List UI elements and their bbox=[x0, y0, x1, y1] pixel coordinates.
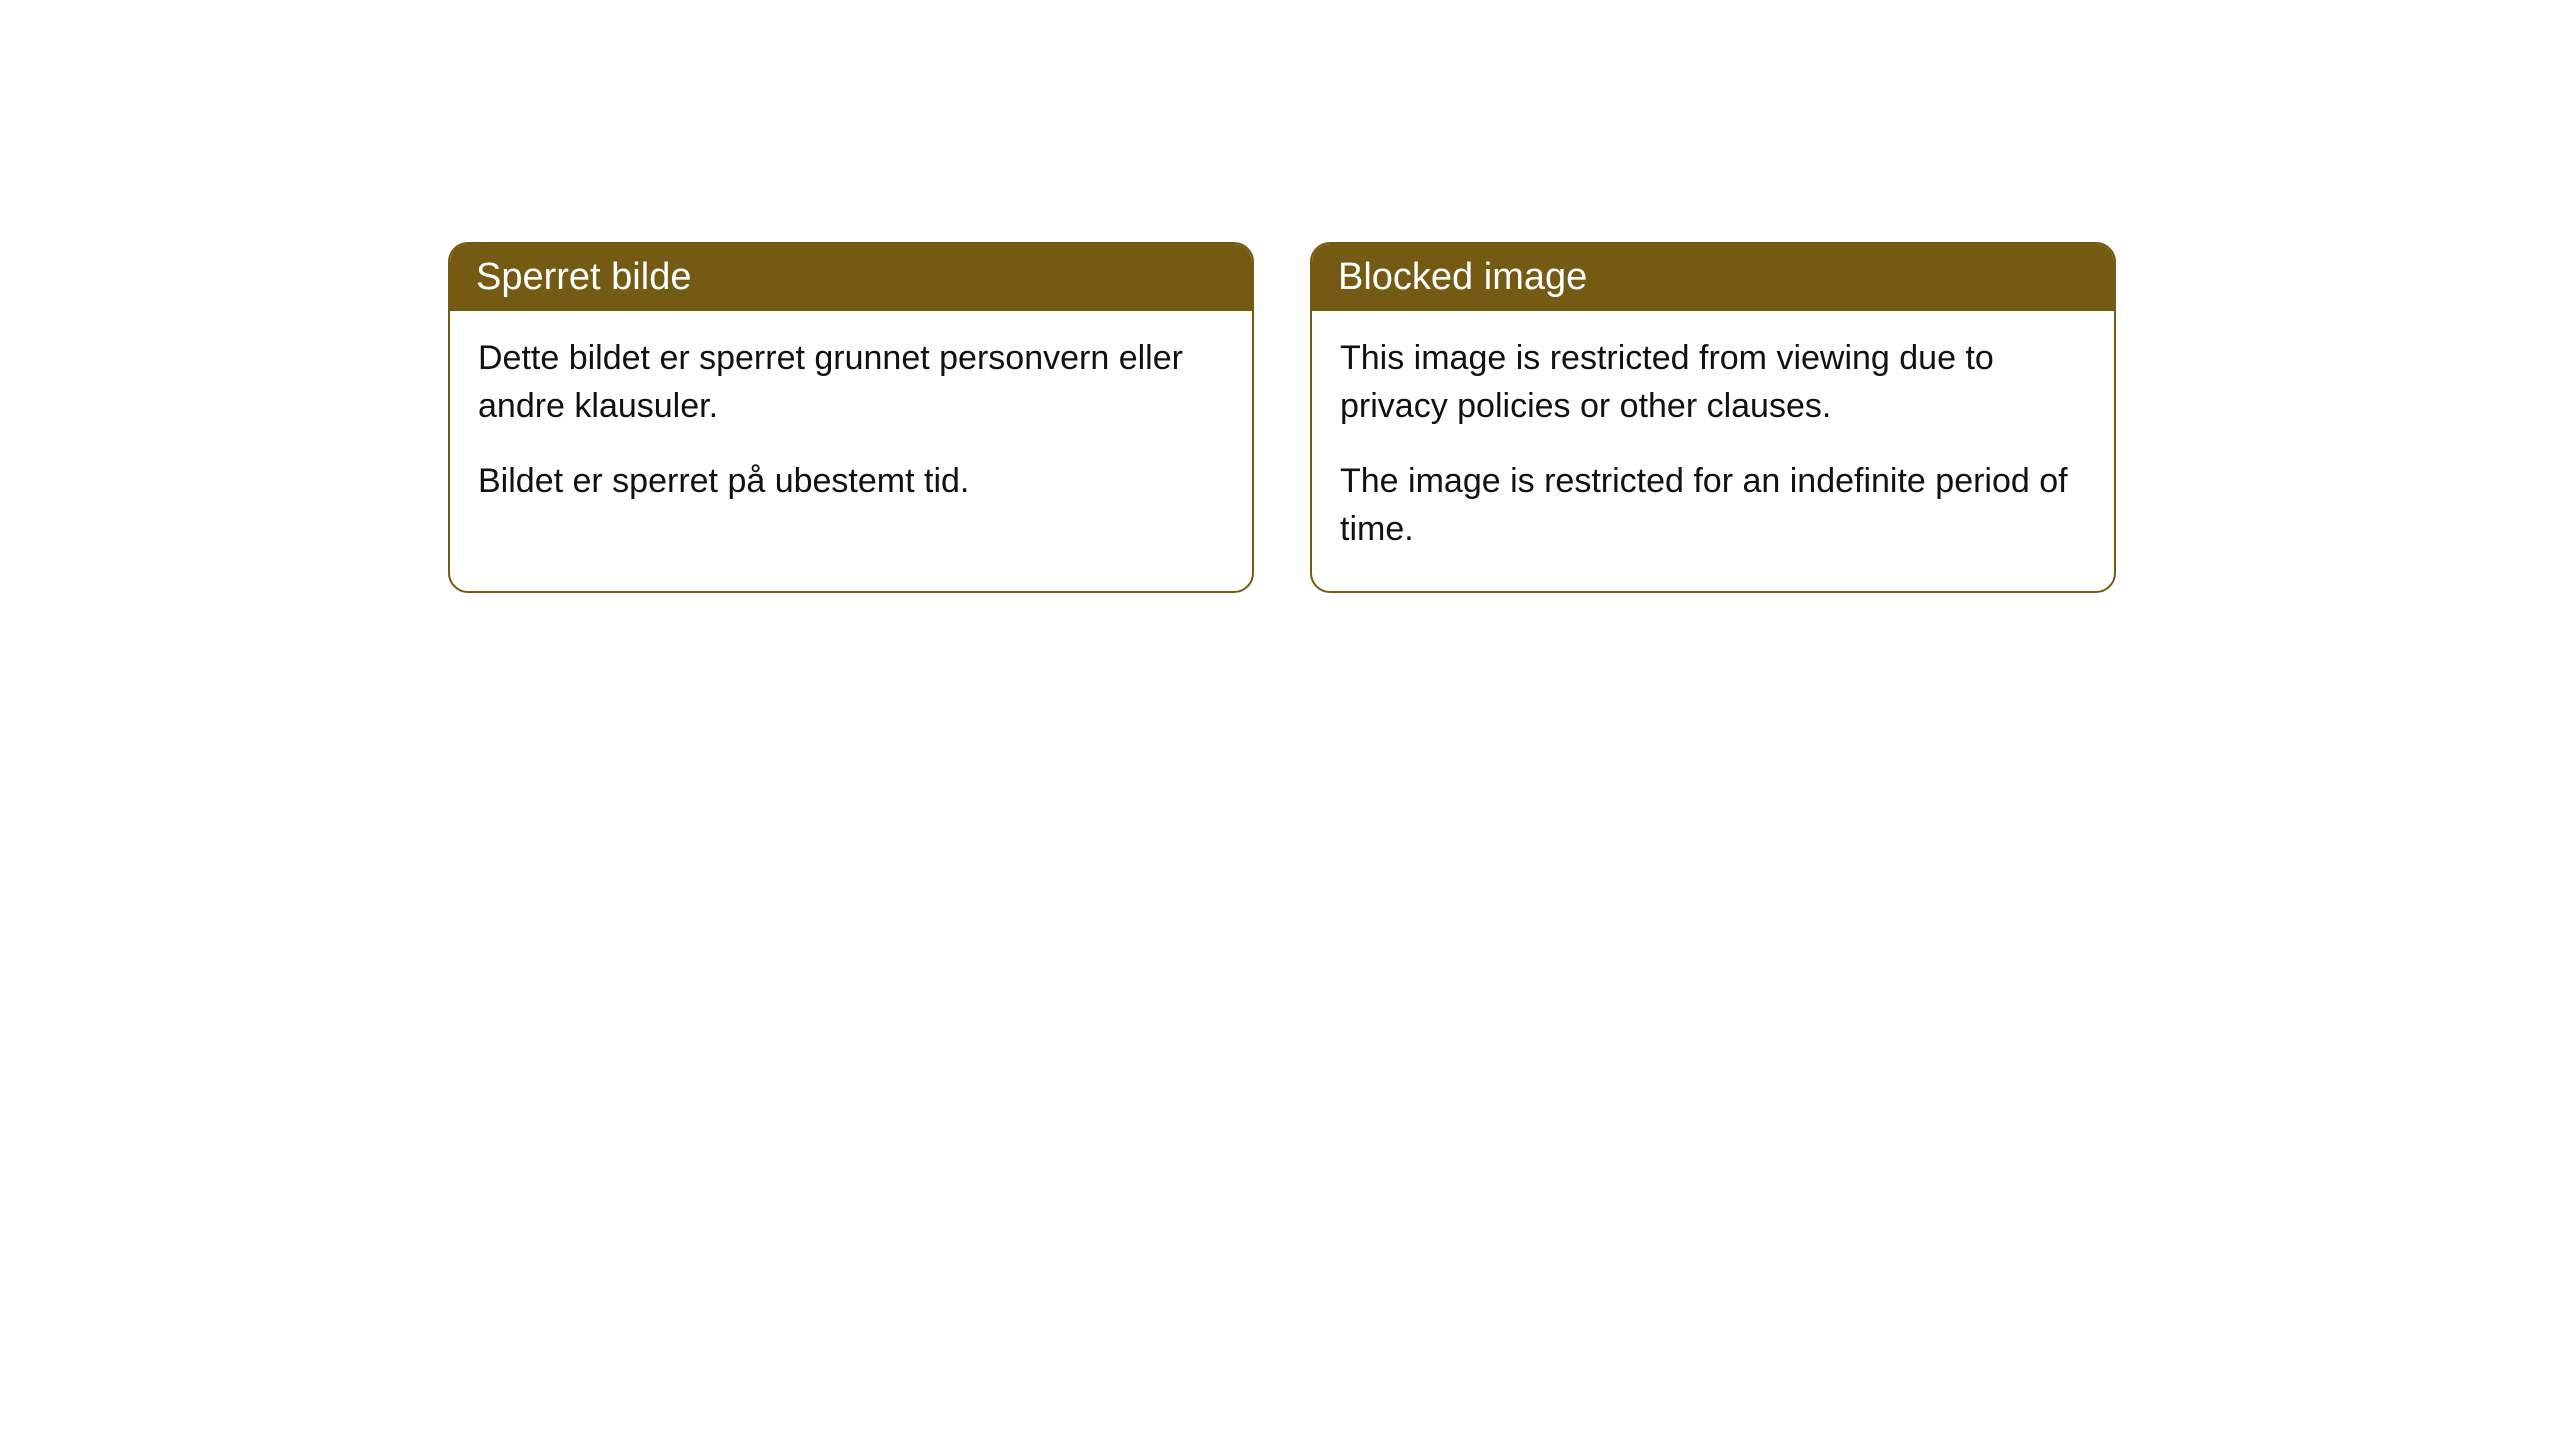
card-body: Dette bildet er sperret grunnet personve… bbox=[450, 311, 1252, 544]
card-header: Blocked image bbox=[1312, 244, 2114, 311]
card-header: Sperret bilde bbox=[450, 244, 1252, 311]
notice-card-norwegian: Sperret bilde Dette bildet er sperret gr… bbox=[448, 242, 1254, 593]
card-title: Sperret bilde bbox=[476, 256, 691, 298]
card-paragraph: The image is restricted for an indefinit… bbox=[1340, 458, 2086, 553]
card-paragraph: This image is restricted from viewing du… bbox=[1340, 335, 2086, 430]
notice-card-english: Blocked image This image is restricted f… bbox=[1310, 242, 2116, 593]
card-paragraph: Dette bildet er sperret grunnet personve… bbox=[478, 335, 1224, 430]
card-paragraph: Bildet er sperret på ubestemt tid. bbox=[478, 458, 1224, 506]
notice-cards-container: Sperret bilde Dette bildet er sperret gr… bbox=[448, 242, 2116, 593]
card-body: This image is restricted from viewing du… bbox=[1312, 311, 2114, 591]
card-title: Blocked image bbox=[1338, 256, 1587, 298]
